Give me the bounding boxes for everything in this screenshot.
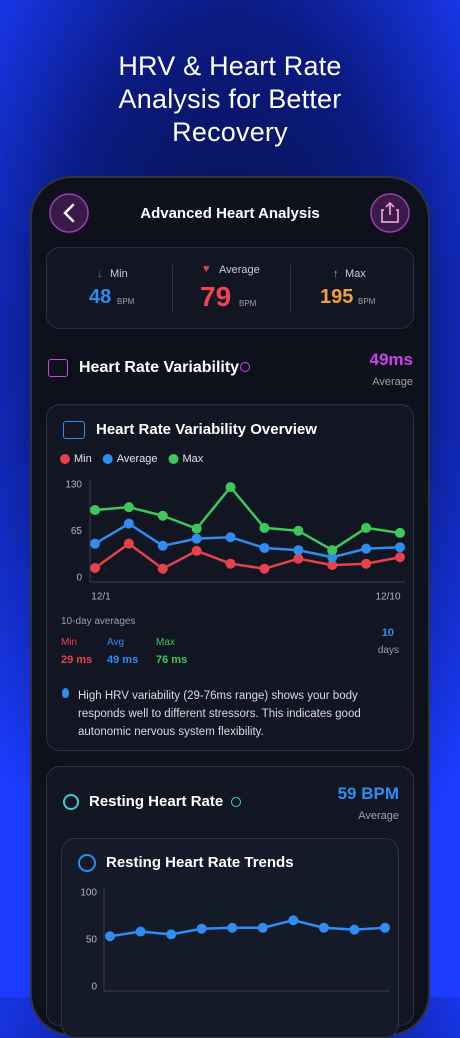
series-line — [109, 919, 386, 938]
x-tick-label: 12/1 — [91, 592, 111, 603]
data-point — [191, 523, 202, 534]
data-point — [327, 545, 338, 556]
stat-label: Max — [345, 268, 366, 280]
data-point — [157, 563, 168, 574]
data-point — [225, 558, 236, 569]
header-title: Advanced Heart Analysis — [140, 205, 320, 222]
data-point — [395, 542, 405, 553]
section-caption: Average — [358, 810, 399, 822]
data-point — [288, 915, 299, 926]
data-point — [196, 923, 207, 934]
chart-title: Heart Rate Variability Overview — [96, 421, 317, 438]
y-tick-label: 100 — [80, 888, 97, 899]
stat-value: 195 — [320, 286, 354, 308]
data-point — [191, 545, 202, 556]
data-point — [380, 922, 390, 933]
summary-label: Min — [61, 637, 78, 648]
summary-value: 76 ms — [156, 654, 188, 666]
summary-label: Avg — [107, 637, 125, 648]
data-point — [361, 558, 372, 569]
data-point — [259, 522, 270, 533]
y-tick-label: 0 — [91, 982, 97, 993]
section-title: Heart Rate Variability — [79, 359, 240, 376]
legend-swatch — [60, 454, 70, 464]
stat-value: 48 — [89, 286, 112, 308]
y-tick-label: 65 — [71, 526, 83, 537]
data-point — [318, 922, 329, 933]
data-point — [157, 540, 168, 551]
summary-label: Max — [156, 637, 175, 648]
data-point — [90, 562, 100, 573]
hrv-note: High HRV variability (29-76ms range) sho… — [78, 690, 361, 738]
data-point — [157, 510, 168, 521]
data-point — [327, 552, 338, 563]
series-line — [94, 542, 401, 570]
charts: 0 65 130 12/1 12/10 Min Average Max 0 50 100 — [60, 453, 405, 993]
stats-card — [46, 247, 414, 329]
section-value: 49ms — [369, 350, 413, 369]
data-point — [293, 545, 304, 556]
data-point — [123, 538, 134, 549]
days-value: 10 — [381, 627, 394, 639]
data-point — [135, 926, 146, 937]
series-line — [94, 522, 401, 559]
data-point — [225, 532, 236, 543]
data-point — [105, 931, 115, 942]
stat-value: 79 — [200, 281, 232, 312]
stat-unit: BPM — [117, 297, 135, 306]
stat-label: Min — [110, 268, 128, 280]
x-tick-label: 12/10 — [375, 592, 400, 603]
data-point — [327, 560, 338, 571]
legend-label: Min — [74, 453, 92, 465]
y-tick-label: 50 — [86, 935, 98, 946]
legend-label: Max — [183, 453, 204, 465]
stat-unit: BPM — [239, 299, 257, 308]
section-title: Resting Heart Rate — [89, 793, 224, 810]
days-label: days — [377, 645, 399, 656]
data-point — [259, 563, 270, 574]
data-point — [90, 505, 100, 516]
data-point — [395, 527, 405, 538]
data-point — [123, 502, 134, 513]
chart-title: Resting Heart Rate Trends — [106, 854, 294, 871]
headline: Recovery — [172, 117, 288, 147]
data-point — [257, 922, 268, 933]
data-point — [349, 924, 360, 935]
data-point — [361, 543, 372, 554]
data-point — [395, 552, 405, 563]
data-point — [123, 518, 134, 529]
back-button[interactable] — [49, 193, 89, 233]
legend-swatch — [102, 454, 113, 464]
data-point — [191, 533, 202, 544]
legend-label: Average — [117, 453, 158, 465]
data-point — [90, 538, 100, 549]
data-point — [166, 929, 177, 940]
summary-caption: 10-day averages — [61, 616, 136, 627]
stat-unit: BPM — [358, 297, 376, 306]
headline: HRV & Heart Rate — [118, 51, 342, 81]
stat-label: Average — [219, 264, 260, 276]
data-point — [227, 922, 238, 933]
decor — [49, 193, 410, 233]
summary-value: 29 ms — [61, 654, 93, 666]
data-point — [259, 542, 270, 553]
data-point — [225, 482, 236, 493]
series-line — [94, 485, 401, 552]
legend-swatch — [168, 454, 179, 464]
data-point — [293, 553, 304, 564]
y-tick-label: 130 — [65, 480, 82, 491]
headline: Analysis for Better — [118, 84, 342, 114]
data-point — [361, 522, 372, 533]
summary-value: 49 ms — [107, 654, 139, 666]
y-tick-label: 0 — [76, 573, 82, 584]
section-value: 59 BPM — [337, 784, 399, 803]
data-point — [293, 525, 304, 536]
section-caption: Average — [372, 376, 413, 388]
